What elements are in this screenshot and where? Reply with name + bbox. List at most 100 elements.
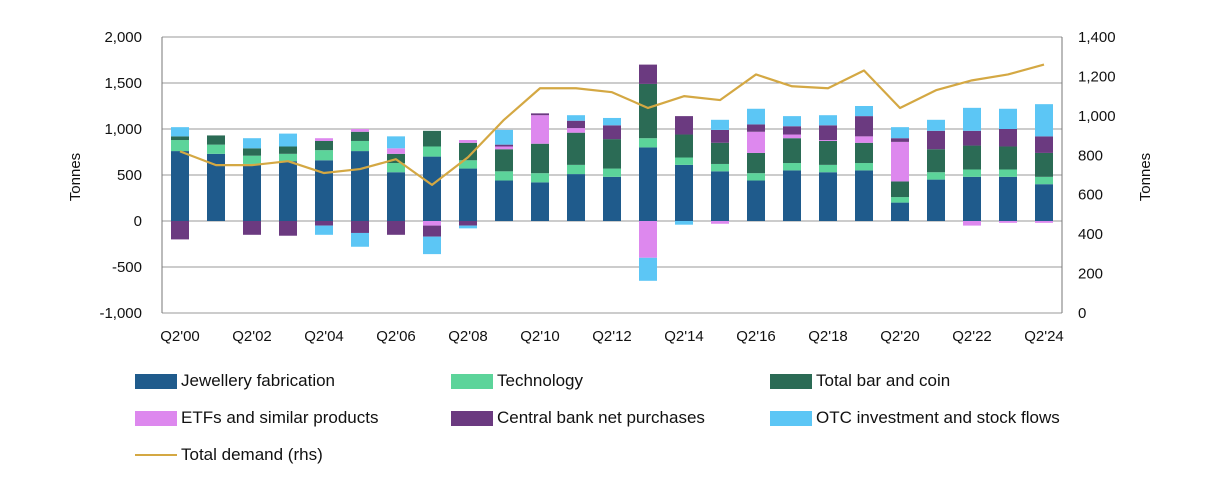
bar-segment	[819, 115, 837, 126]
bar-segment	[819, 164, 837, 173]
y2-axis-title: Tonnes	[1137, 153, 1154, 201]
bar-segment	[315, 150, 333, 161]
legend-item: Total bar and coin	[770, 370, 950, 392]
bar-segment	[891, 197, 909, 203]
y-tick-label: 1,000	[104, 121, 142, 138]
legend-item: Central bank net purchases	[451, 407, 705, 429]
bar-segment	[711, 171, 729, 221]
bar-segment	[207, 135, 225, 145]
bar-segment	[855, 136, 873, 143]
legend-item: Total demand (rhs)	[135, 444, 323, 466]
bar-segment	[999, 146, 1017, 170]
bar-segment	[279, 221, 297, 236]
bar-segment	[495, 129, 513, 145]
legend-swatch	[451, 410, 493, 426]
bar-segment	[855, 106, 873, 117]
bar-segment	[243, 155, 261, 164]
bar-segment	[423, 146, 441, 157]
y2-tick-label: 1,200	[1078, 68, 1116, 85]
bar-segment	[279, 161, 297, 221]
bar-segment	[495, 146, 513, 150]
x-tick-label: Q2'02	[232, 328, 272, 345]
total-demand-line	[179, 63, 1045, 186]
bar-segment	[531, 173, 549, 183]
bar-segment	[855, 163, 873, 171]
bar-segment	[207, 144, 225, 154]
bar-segment	[855, 170, 873, 221]
x-tick-label: Q2'16	[736, 328, 776, 345]
legend-item: Jewellery fabrication	[135, 370, 335, 392]
bar-segment	[999, 129, 1017, 147]
bar-segment	[207, 153, 225, 221]
bar-segment	[603, 168, 621, 177]
chart: -1,000 -500 0 500 1,000 1,500 2,000 0 200 400 600 8…	[67, 29, 1154, 345]
bar-segment	[603, 117, 621, 126]
bar-segment	[639, 147, 657, 221]
bar-segment	[459, 225, 477, 229]
bar-segment	[747, 124, 765, 132]
bar-segment	[819, 172, 837, 221]
bar-segment	[243, 148, 261, 156]
bar-segment	[1035, 176, 1053, 185]
bar-segment	[783, 163, 801, 171]
bar-segment	[711, 163, 729, 172]
bar-segment	[747, 173, 765, 181]
bar-segment	[315, 160, 333, 221]
y2-tick-label: 1,000	[1078, 108, 1116, 125]
bar-segment	[351, 129, 369, 132]
bar-segment	[171, 221, 189, 240]
y-axis-title: Tonnes	[67, 153, 84, 201]
bar-segment	[171, 140, 189, 152]
bar-segment	[927, 119, 945, 131]
bar-segment	[459, 168, 477, 221]
bar-segment	[171, 151, 189, 221]
bar-segment	[891, 141, 909, 182]
x-tick-label: Q2'10	[520, 328, 560, 345]
bar-segment	[711, 221, 729, 224]
legend-swatch	[451, 373, 493, 389]
legend-label: ETFs and similar products	[181, 408, 379, 427]
bar-segment	[747, 131, 765, 153]
bar-segment	[423, 156, 441, 221]
bar-segment	[279, 146, 297, 154]
bar-segment	[387, 163, 405, 173]
y-tick-label: 1,500	[104, 75, 142, 92]
legend-swatch	[135, 410, 177, 426]
y2-tick-label: 200	[1078, 266, 1103, 283]
bar-segment	[387, 221, 405, 235]
bar-segment	[639, 221, 657, 258]
bar-segment	[747, 152, 765, 174]
bar-segment	[999, 169, 1017, 177]
bar-segment	[567, 132, 585, 165]
bar-segment	[639, 138, 657, 148]
bar-segment	[819, 140, 837, 141]
bar-segment	[891, 138, 909, 142]
bar-segment	[603, 139, 621, 169]
bar-segment	[171, 127, 189, 137]
y-tick-label: -1,000	[99, 305, 142, 322]
bar-segment	[1035, 136, 1053, 153]
legend-label: Central bank net purchases	[497, 408, 705, 427]
bar-segment	[963, 130, 981, 146]
bar-segment	[459, 221, 477, 226]
bar-segment	[675, 164, 693, 221]
legend-label: OTC investment and stock flows	[816, 408, 1060, 427]
bar-segment	[639, 64, 657, 84]
bar-segment	[603, 125, 621, 140]
y2-tick-label: 600	[1078, 187, 1103, 204]
x-tick-label: Q2'22	[952, 328, 992, 345]
y2-tick-label: 0	[1078, 305, 1086, 322]
bar-segment	[675, 157, 693, 165]
bar-segment	[639, 257, 657, 281]
bar-segment	[567, 115, 585, 121]
bar-segment	[387, 148, 405, 154]
bar-segment	[855, 142, 873, 164]
bar-segment	[567, 128, 585, 133]
tick-labels: -1,000 -500 0 500 1,000 1,500 2,000 0 200 400 600 8…	[99, 29, 1115, 345]
bar-segment	[927, 130, 945, 150]
bar-segment	[1035, 221, 1053, 223]
bar-segment	[567, 120, 585, 129]
bar-segment	[495, 171, 513, 181]
bar-segment	[495, 144, 513, 147]
y-tick-label: 2,000	[104, 29, 142, 46]
